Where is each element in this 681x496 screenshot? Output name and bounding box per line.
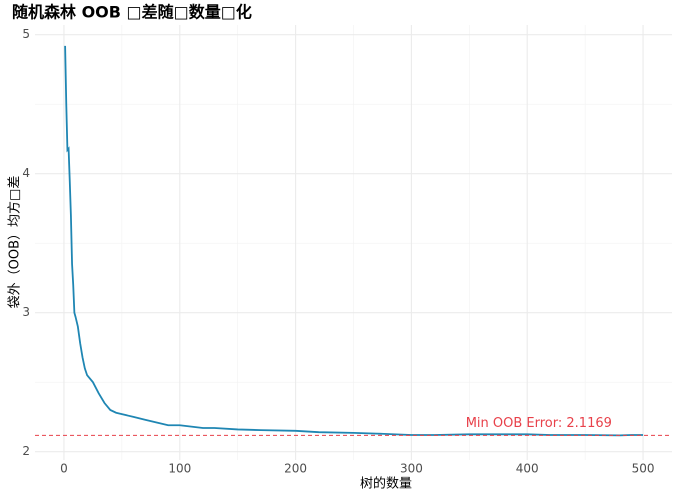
annotation: Min OOB Error: 2.1169 (466, 416, 612, 431)
x-tick-label: 0 (60, 462, 68, 476)
data-line (64, 45, 644, 437)
y-tick-label: 3 (22, 305, 30, 319)
x-tick-label: 300 (400, 462, 423, 476)
y-axis-label: 袋外（OOB）均方□差 (7, 176, 23, 309)
y-tick-label: 4 (22, 166, 30, 180)
x-tick-label: 100 (168, 462, 191, 476)
x-axis-label: 树的数量 (360, 476, 412, 492)
y-tick-label: 2 (22, 444, 30, 458)
x-tick-label: 200 (284, 462, 307, 476)
x-tick-label: 400 (516, 462, 539, 476)
chart-title: 随机森林 OOB □差随□数量□化 (12, 3, 252, 22)
y-tick-label: 5 (22, 27, 30, 41)
x-tick-label: 500 (632, 462, 655, 476)
